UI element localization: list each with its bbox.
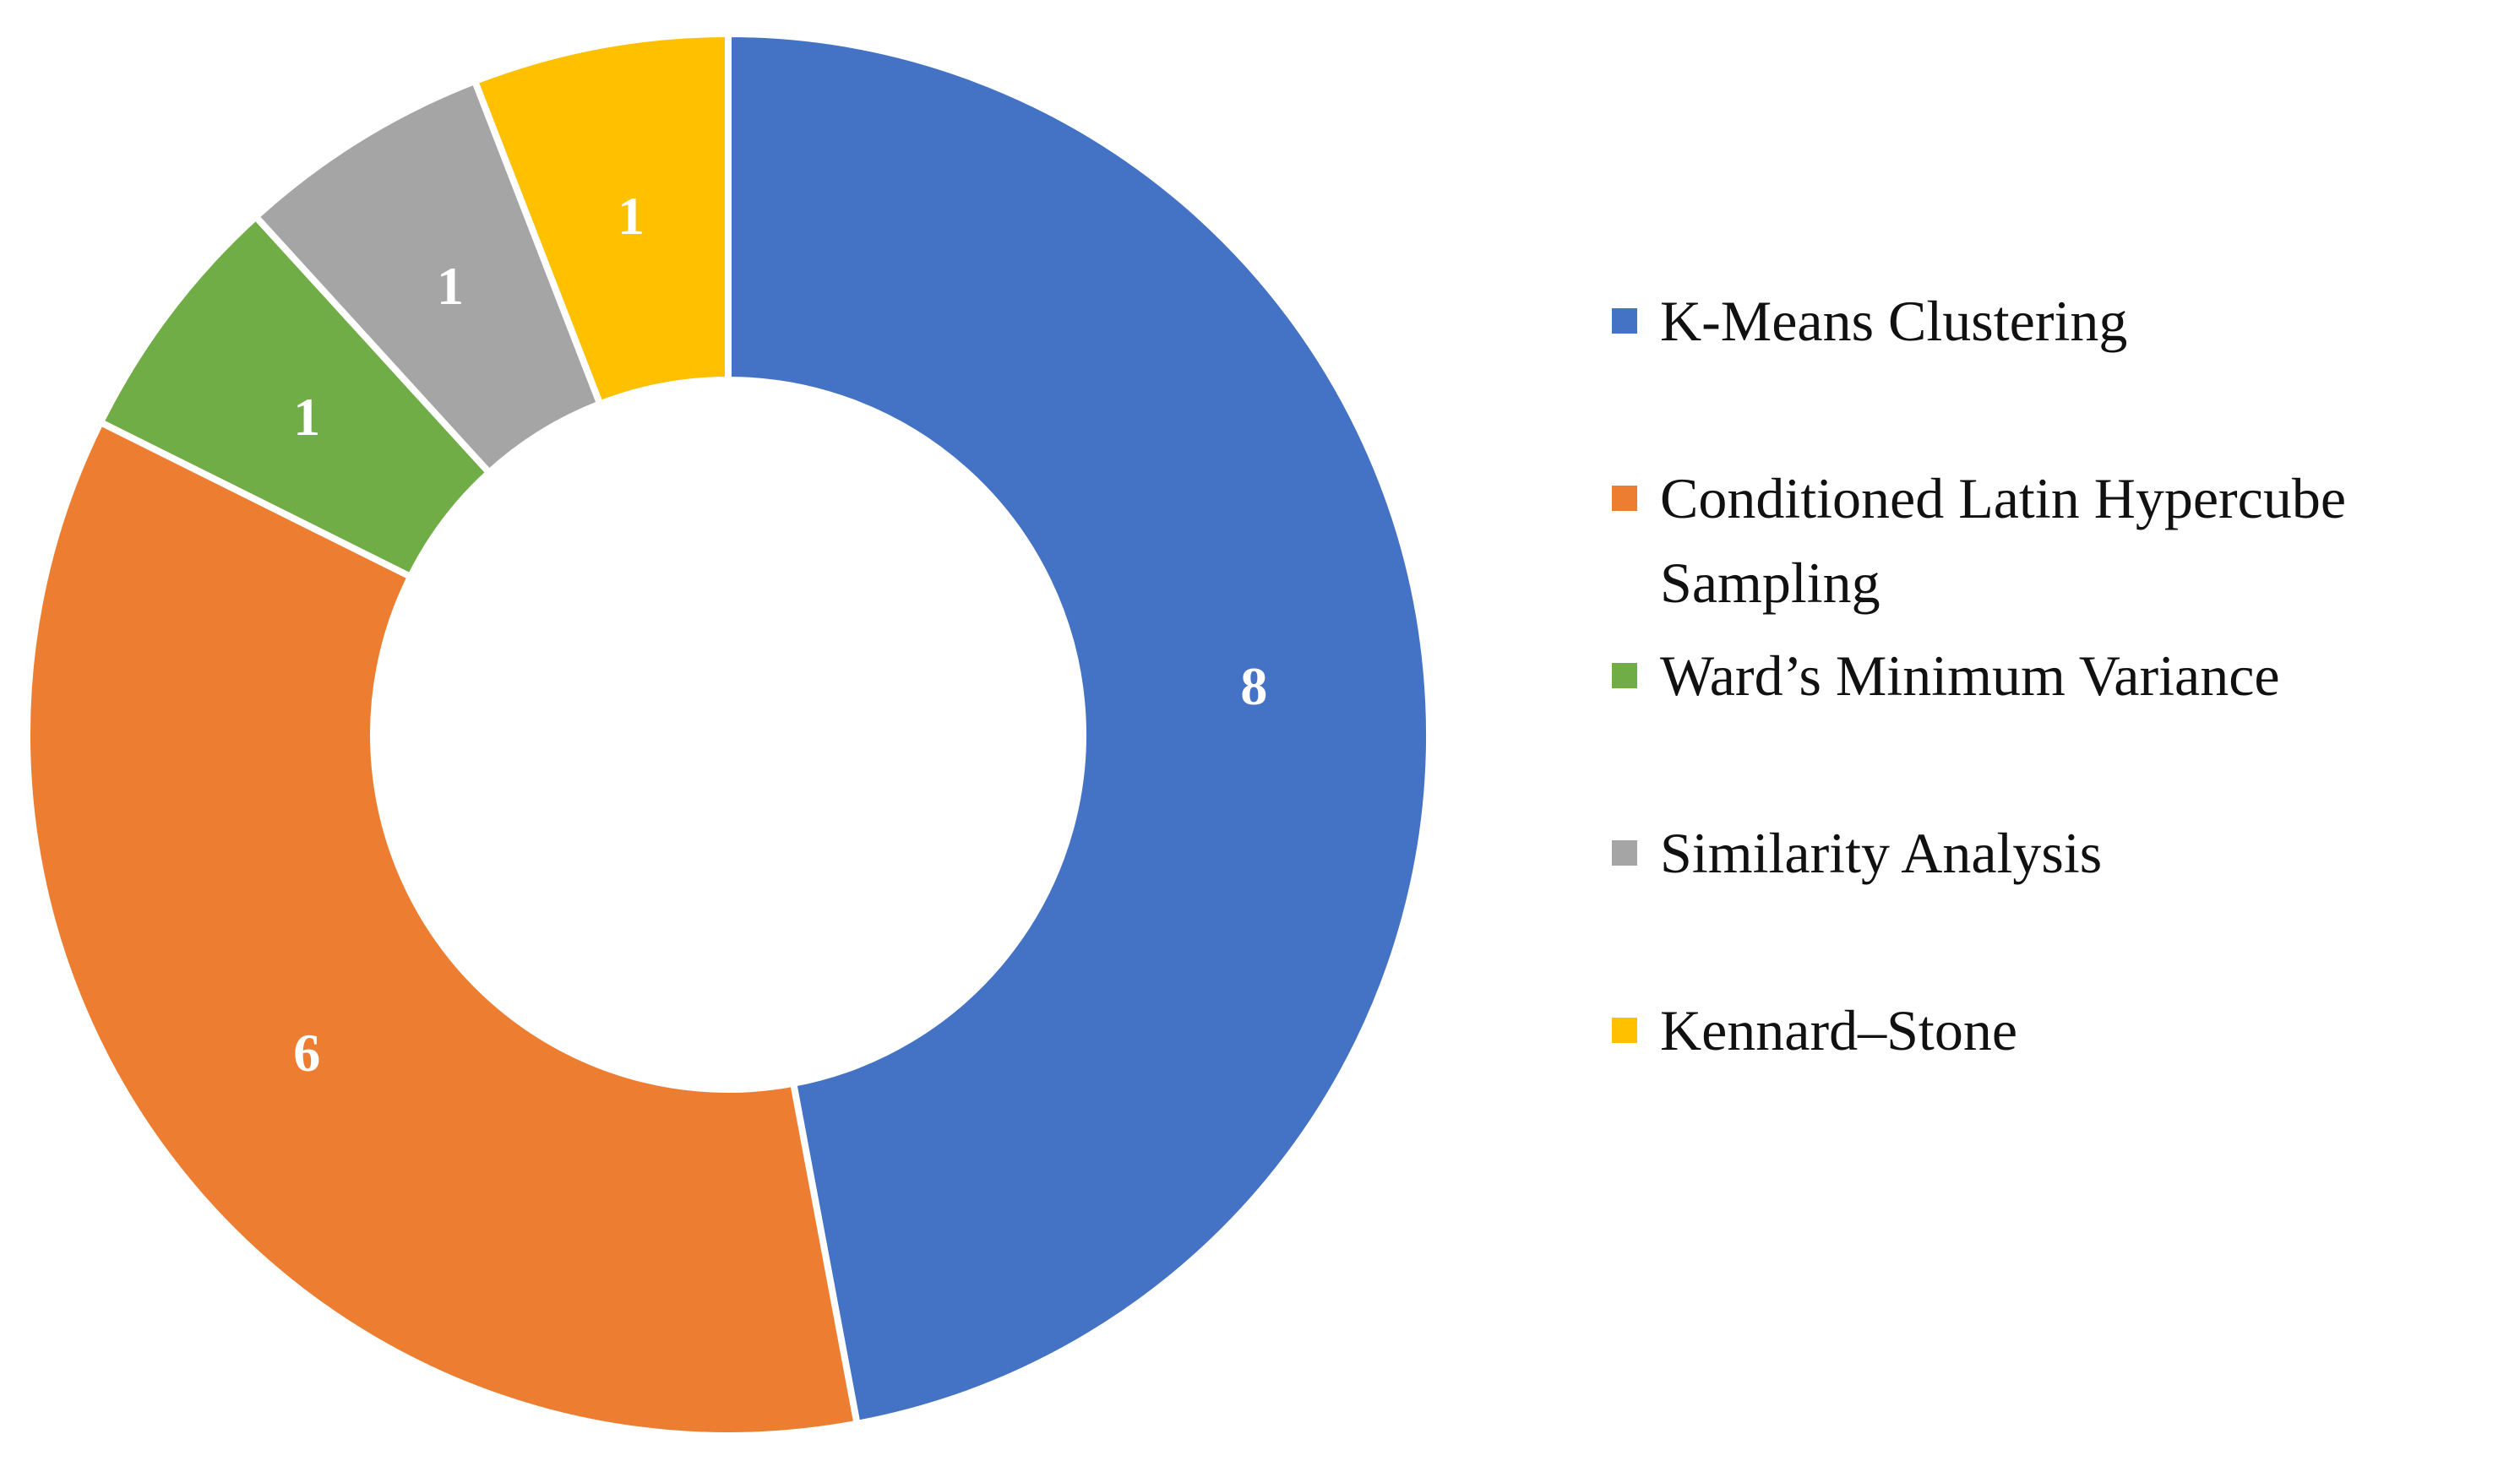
data-label-ward-s-minimum-variance: 1 xyxy=(293,387,320,447)
legend-label-similarity-analysis: Similarity Analysis xyxy=(1660,821,2102,885)
data-label-conditioned-latin-hypercube-sampling: 6 xyxy=(293,1023,320,1083)
data-label-kennard-stone: 1 xyxy=(618,186,645,246)
slice-conditioned-latin-hypercube-sampling xyxy=(23,417,862,1439)
data-label-similarity-analysis: 1 xyxy=(437,256,464,316)
legend-label-conditioned-latin-hypercube-sampling-line-2: Sampling xyxy=(1660,551,1880,615)
legend-swatch-conditioned-latin-hypercube-sampling xyxy=(1612,486,1637,511)
legend-swatch-ward-s-minimum-variance xyxy=(1612,663,1637,688)
donut-slices xyxy=(23,30,1433,1439)
chart-legend: K-Means Clustering Conditioned Latin Hype… xyxy=(1612,289,2346,1062)
slice-kennard-stone xyxy=(470,30,732,409)
legend-swatch-kennard-stone xyxy=(1612,1018,1637,1043)
legend-label-ward-s-minimum-variance: Ward’s Minimum Variance xyxy=(1660,644,2280,708)
legend-label-conditioned-latin-hypercube-sampling: Conditioned Latin Hypercube xyxy=(1660,466,2346,530)
legend-label-k-means-clustering: K-Means Clustering xyxy=(1660,289,2127,353)
legend-label-kennard-stone: Kennard–Stone xyxy=(1660,998,2017,1062)
data-label-k-means-clustering: 8 xyxy=(1240,656,1267,716)
legend-swatch-k-means-clustering xyxy=(1612,308,1637,334)
slice-k-means-clustering xyxy=(725,30,1433,1428)
donut-data-labels: 8 6 1 1 1 xyxy=(293,186,1267,1083)
legend-swatch-similarity-analysis xyxy=(1612,840,1637,866)
